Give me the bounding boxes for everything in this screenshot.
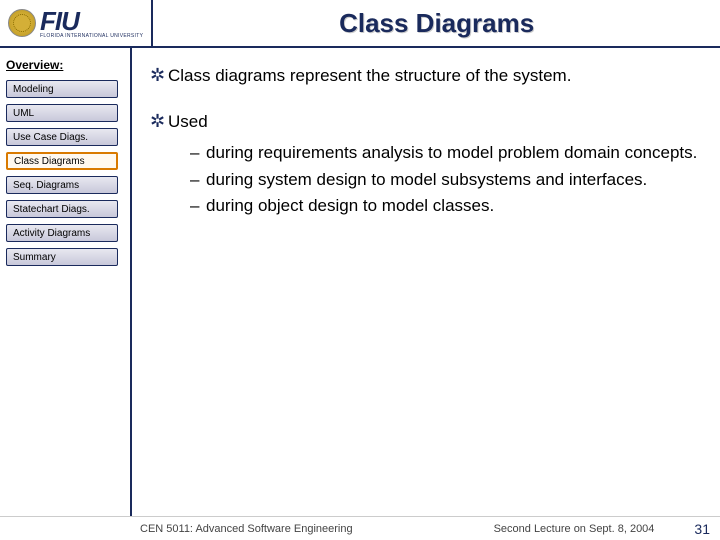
sidebar-item-use-case-diags-[interactable]: Use Case Diags. [6, 128, 118, 146]
bullet-text: Used–during requirements analysis to mod… [168, 110, 698, 223]
bullet-text: Class diagrams represent the structure o… [168, 64, 698, 88]
sub-bullet-text: during system design to model subsystems… [206, 169, 647, 192]
footer-page-number: 31 [694, 521, 710, 537]
sidebar-item-modeling[interactable]: Modeling [6, 80, 118, 98]
sidebar-item-statechart-diags-[interactable]: Statechart Diags. [6, 200, 118, 218]
sidebar-item-class-diagrams[interactable]: Class Diagrams [6, 152, 118, 170]
sidebar-heading: Overview: [6, 58, 124, 72]
slide-title: Class Diagrams [153, 8, 720, 39]
slide-body: Overview: Modeling UML Use Case Diags. Clas… [0, 48, 720, 516]
sidebar-item-summary[interactable]: Summary [6, 248, 118, 266]
sub-bullet: –during system design to model subsystem… [190, 169, 698, 192]
sub-bullet-text: during requirements analysis to model pr… [206, 142, 697, 165]
bullet-icon: ✲ [150, 64, 168, 86]
slide-footer: CEN 5011: Advanced Software Engineering … [0, 516, 720, 540]
bullet: ✲Used–during requirements analysis to mo… [150, 110, 698, 223]
dash-icon: – [190, 142, 206, 165]
university-seal-icon [8, 9, 36, 37]
sidebar: Overview: Modeling UML Use Case Diags. Clas… [0, 48, 132, 516]
bullet-icon: ✲ [150, 110, 168, 132]
sub-list: –during requirements analysis to model p… [168, 142, 698, 219]
logo-acronym: FIU [40, 8, 143, 34]
logo-text-block: FIU FLORIDA INTERNATIONAL UNIVERSITY [40, 8, 143, 39]
sidebar-item-uml[interactable]: UML [6, 104, 118, 122]
sidebar-item-activity-diagrams[interactable]: Activity Diagrams [6, 224, 118, 242]
slide-header: FIU FLORIDA INTERNATIONAL UNIVERSITY Cla… [0, 0, 720, 48]
footer-course: CEN 5011: Advanced Software Engineering [10, 523, 494, 535]
sub-bullet-text: during object design to model classes. [206, 195, 494, 218]
logo-subtitle: FLORIDA INTERNATIONAL UNIVERSITY [40, 34, 143, 39]
footer-lecture: Second Lecture on Sept. 8, 2004 [494, 523, 695, 535]
sub-bullet: –during requirements analysis to model p… [190, 142, 698, 165]
bullet: ✲Class diagrams represent the structure … [150, 64, 698, 88]
dash-icon: – [190, 169, 206, 192]
sub-bullet: –during object design to model classes. [190, 195, 698, 218]
logo: FIU FLORIDA INTERNATIONAL UNIVERSITY [0, 0, 153, 46]
content-area: ✲Class diagrams represent the structure … [132, 48, 720, 516]
sidebar-item-seq-diagrams[interactable]: Seq. Diagrams [6, 176, 118, 194]
dash-icon: – [190, 195, 206, 218]
